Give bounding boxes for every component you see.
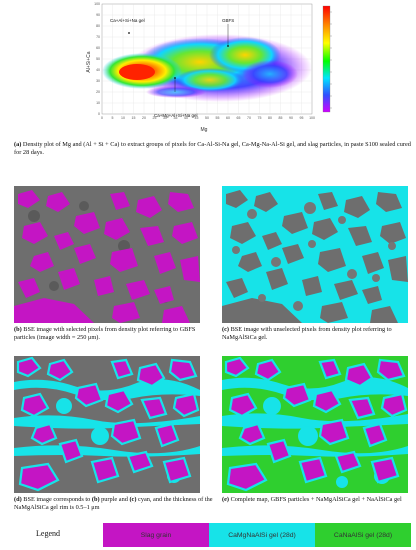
marker-point xyxy=(128,32,130,34)
x-tick-label: 65 xyxy=(237,116,241,120)
caption-c: (c) BSE image with unselected pixels fro… xyxy=(222,326,414,343)
legend-camgnaalsi-gel: CaMgNaAlSi gel (28d) xyxy=(209,523,315,547)
annotation-gbfs: GBFS xyxy=(222,18,234,23)
y-tick-label: 10 xyxy=(96,101,100,105)
bse-image-e xyxy=(222,356,408,493)
caption-d-text-2: purple and xyxy=(99,496,130,503)
x-tick-label: 100 xyxy=(309,116,315,120)
y-tick-label: 80 xyxy=(96,24,100,28)
y-tick-label: 0 xyxy=(98,112,100,116)
caption-e: (e) Complete map, GBFS particles + NaMgA… xyxy=(222,496,414,504)
bse-image-c xyxy=(222,186,408,323)
x-tick-label: 20 xyxy=(142,116,146,120)
density-cloud xyxy=(102,34,312,102)
x-tick-label: 85 xyxy=(279,116,283,120)
x-tick-label: 70 xyxy=(247,116,251,120)
bse-image-b xyxy=(14,186,200,323)
x-tick-label: 5 xyxy=(112,116,114,120)
legend-title: Legend xyxy=(36,529,60,538)
x-tick-label: 25 xyxy=(153,116,157,120)
caption-d-ref-b: (b) xyxy=(91,496,100,503)
caption-a: (a) Density plot of Mg and (Al + Si + Ca… xyxy=(14,141,412,158)
caption-c-tag: (c) xyxy=(222,326,229,333)
caption-d: (d) BSE image corresponds to (b) purple … xyxy=(14,496,216,513)
y-tick-label: 40 xyxy=(96,68,100,72)
x-tick-label: 40 xyxy=(184,116,188,120)
annotation-ca-mg-al-si-na-gel: Ca+Mg+Al+Si+Na gel xyxy=(154,113,198,118)
x-axis-label: Mg xyxy=(201,127,208,133)
y-tick-label: 60 xyxy=(96,46,100,50)
caption-a-tag: (a) xyxy=(14,141,22,148)
y-tick-label: 50 xyxy=(96,57,100,61)
x-tick-label: 30 xyxy=(163,116,167,120)
x-tick-label: 95 xyxy=(300,116,304,120)
x-tick-label: 75 xyxy=(258,116,262,120)
y-tick-label: 100 xyxy=(94,2,100,6)
caption-e-text: Complete map, GBFS particles + NaMgAlSiC… xyxy=(229,496,402,503)
colorbar xyxy=(322,5,331,113)
colorbar-ticks xyxy=(330,11,332,109)
legend-canaalsi-gel: CaNaAlSi gel (28d) xyxy=(315,523,411,547)
x-tick-label: 90 xyxy=(289,116,293,120)
x-tick-label: 45 xyxy=(195,116,199,120)
density-plot: Ca+Al+Si+Na gel GBFS Ca+Mg+Al+Si+Na gel … xyxy=(86,2,332,133)
caption-b-text: BSE image with selected pixels from dens… xyxy=(14,326,196,342)
x-tick-label: 80 xyxy=(268,116,272,120)
caption-d-text-1: BSE image corresponds to xyxy=(21,496,92,503)
caption-e-tag: (e) xyxy=(222,496,229,503)
x-tick-label: 15 xyxy=(132,116,136,120)
y-tick-label: 20 xyxy=(96,90,100,94)
y-tick-label: 30 xyxy=(96,79,100,83)
x-tick-label: 60 xyxy=(226,116,230,120)
x-tick-labels: 0 5 10 15 20 25 30 35 40 45 50 55 60 65 70 75 80 85 90 95 10… xyxy=(101,116,315,120)
x-tick-label: 35 xyxy=(174,116,178,120)
bse-image-d xyxy=(14,356,200,493)
y-tick-label: 90 xyxy=(96,13,100,17)
annotation-ca-al-si-na-gel: Ca+Al+Si+Na gel xyxy=(110,18,145,23)
caption-d-tag: (d) xyxy=(14,496,22,503)
x-tick-label: 50 xyxy=(205,116,209,120)
caption-c-text: BSE image with unselected pixels from de… xyxy=(222,326,392,342)
legend: Legend Slag grain CaMgNaAlSi gel (28d) C… xyxy=(0,520,416,550)
x-tick-label: 0 xyxy=(101,116,103,120)
caption-d-text-3: cyan, and the thickness of the NaMgAlSiC… xyxy=(14,496,213,512)
caption-b-tag: (b) xyxy=(14,326,22,333)
caption-a-text: Density plot of Mg and (Al + Si + Ca) to… xyxy=(14,141,411,157)
y-axis-label: Al+Si+Ca xyxy=(86,51,92,72)
x-tick-label: 55 xyxy=(216,116,220,120)
y-tick-label: 70 xyxy=(96,35,100,39)
caption-d-ref-c: (c) xyxy=(129,496,137,503)
legend-slag-grain: Slag grain xyxy=(103,523,209,547)
x-tick-label: 10 xyxy=(121,116,125,120)
caption-b: (b) BSE image with selected pixels from … xyxy=(14,326,216,343)
